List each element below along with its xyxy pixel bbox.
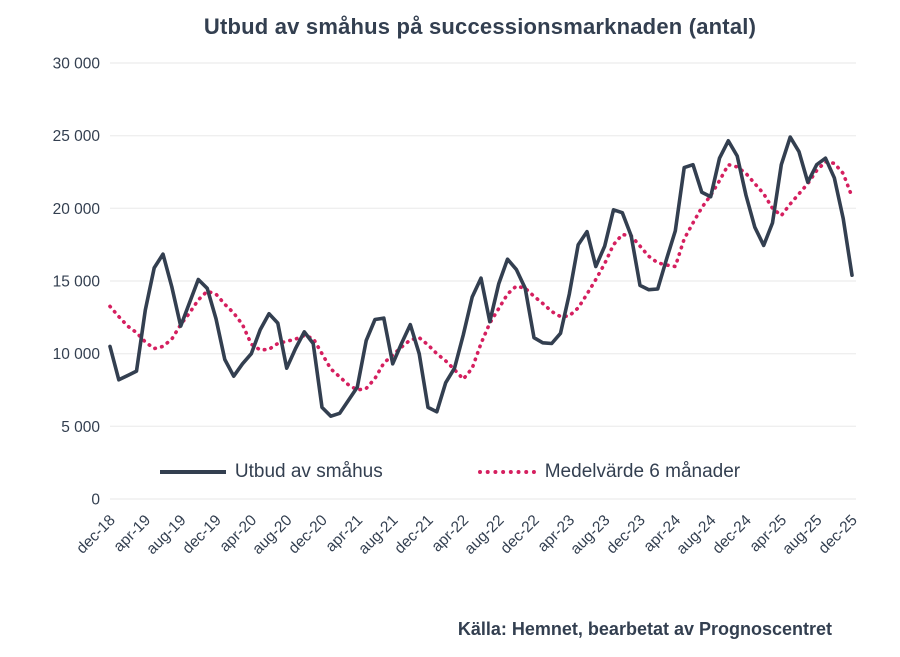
chart-legend: Utbud av småhus Medelvärde 6 månader — [0, 461, 900, 483]
source-note: Källa: Hemnet, bearbetat av Prognoscentr… — [457, 619, 832, 639]
x-axis-tick-label: aug-21 — [355, 512, 401, 558]
solid-line-swatch-icon — [159, 470, 226, 474]
legend-label-average: Medelvärde 6 månader — [544, 461, 741, 482]
dotted-line-swatch-icon — [477, 470, 536, 474]
x-axis-tick-label: aug-24 — [673, 512, 719, 558]
x-axis-tick-label: dec-25 — [815, 512, 861, 558]
average-line — [108, 160, 854, 392]
y-axis-tick-label: 10 000 — [53, 346, 101, 363]
y-axis-tick-label: 30 000 — [53, 56, 101, 73]
supply-line — [108, 135, 854, 419]
x-axis-tick-label: dec-23 — [603, 512, 649, 558]
x-axis-tick-label: aug-20 — [249, 512, 295, 558]
legend-label-supply: Utbud av småhus — [234, 461, 383, 482]
x-axis-tick-label: dec-24 — [709, 512, 755, 558]
y-axis-tick-label: 0 — [91, 492, 100, 509]
chart-title: Utbud av småhus på successionsmarknaden … — [203, 14, 757, 39]
y-axis-tick-label: 5 000 — [61, 419, 100, 436]
x-axis-tick-label: dec-18 — [73, 512, 119, 558]
x-axis-tick-label: aug-19 — [143, 512, 189, 558]
y-axis-tick-label: 25 000 — [53, 128, 101, 145]
x-axis-tick-label: dec-21 — [391, 512, 437, 558]
y-axis-tick-label: 15 000 — [53, 274, 101, 291]
legend-item-supply: Utbud av småhus — [159, 461, 383, 483]
x-axis-tick-label: dec-20 — [285, 512, 331, 558]
x-axis-tick-label: aug-22 — [461, 512, 507, 558]
x-axis-tick-label: dec-19 — [179, 512, 225, 558]
legend-item-average: Medelvärde 6 månader — [477, 461, 741, 483]
x-axis-tick-label: dec-22 — [497, 512, 543, 558]
x-axis-tick-label: aug-25 — [779, 512, 825, 558]
y-axis-tick-label: 20 000 — [53, 201, 101, 218]
x-axis-tick-label: aug-23 — [567, 512, 613, 558]
